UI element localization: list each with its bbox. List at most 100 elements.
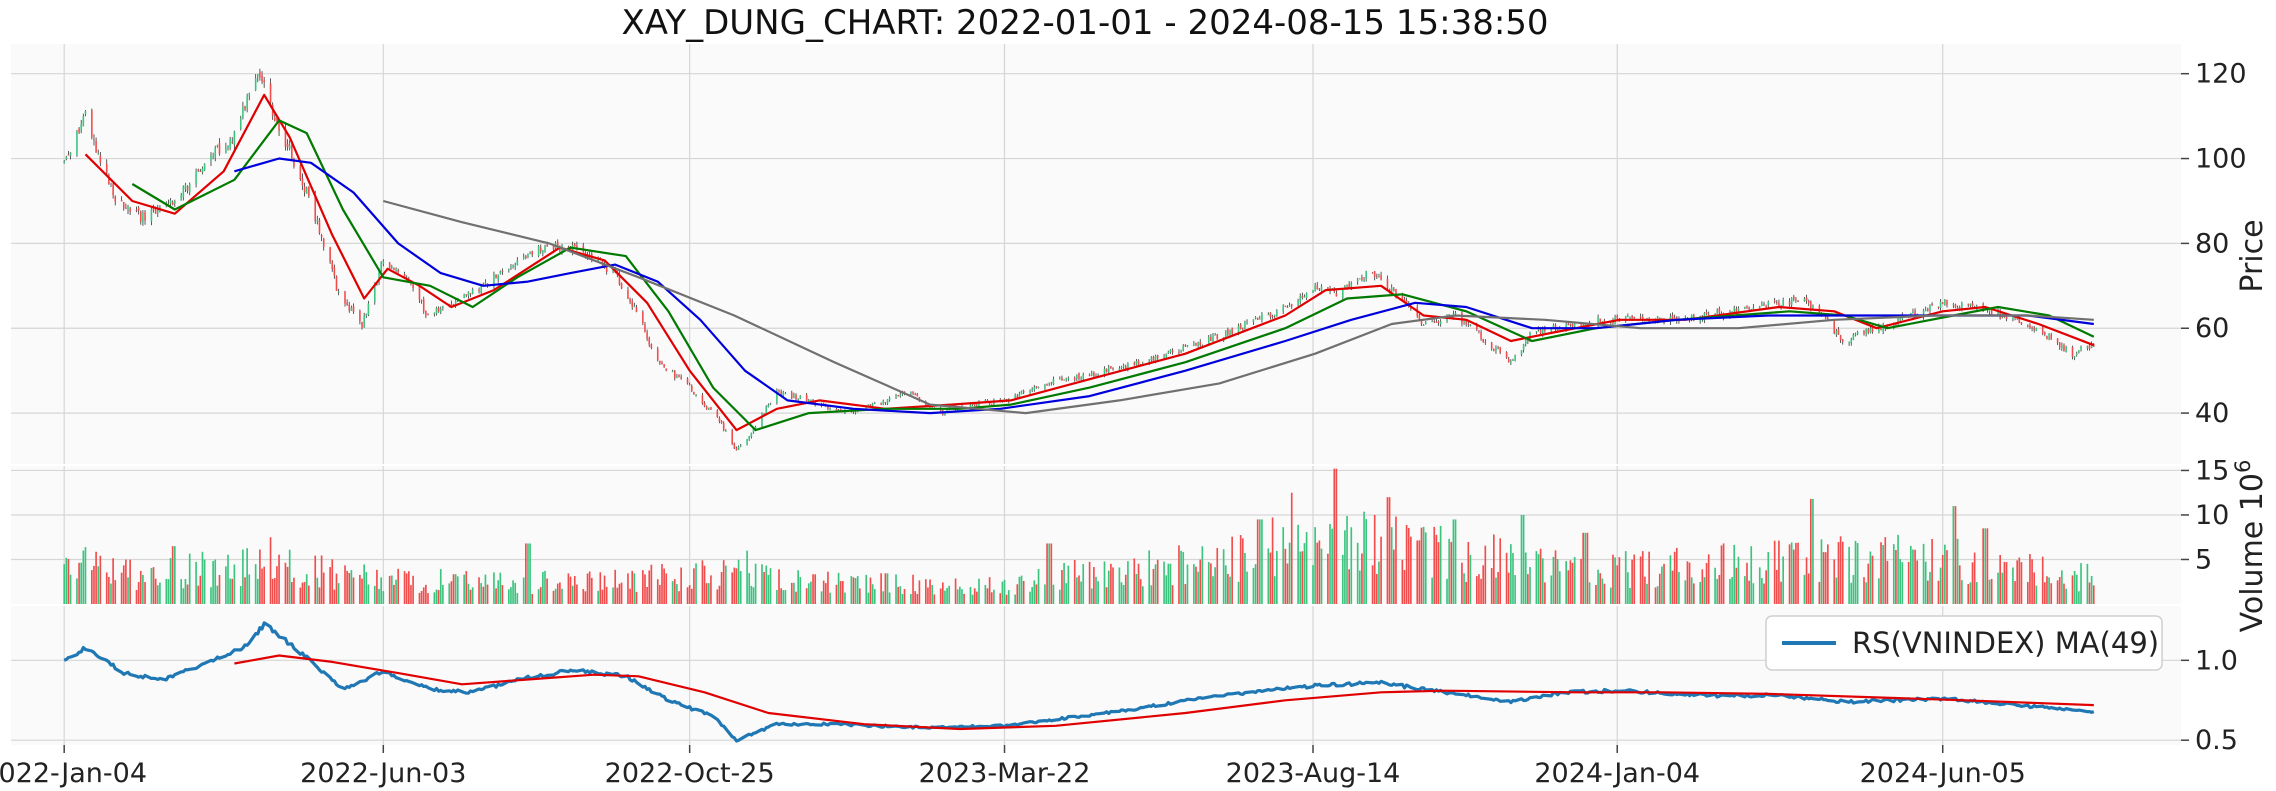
candle-body	[244, 106, 246, 110]
candle-body	[1120, 366, 1123, 369]
candle-body	[763, 413, 765, 415]
volume-bar	[201, 551, 204, 604]
volume-bar	[1033, 580, 1036, 604]
volume-bar	[142, 574, 144, 604]
volume-bar	[1624, 551, 1627, 604]
volume-bar	[1031, 587, 1034, 604]
volume-bar	[761, 564, 763, 604]
candle-body	[348, 304, 351, 311]
candle-body	[1133, 362, 1136, 365]
candle-body	[1254, 317, 1257, 319]
volume-bar	[2088, 582, 2091, 604]
candle-body	[2048, 333, 2050, 339]
volume-bar	[1493, 534, 1495, 604]
candle-body	[1807, 300, 1810, 304]
volume-bar	[1276, 550, 1278, 604]
volume-bar	[1909, 545, 1912, 604]
volume-bar	[1678, 572, 1680, 604]
volume-bar	[886, 573, 889, 604]
volume-bar	[1107, 570, 1110, 604]
volume-bar	[884, 573, 887, 604]
candle-body	[2065, 346, 2067, 353]
candle-body	[1854, 333, 1857, 336]
volume-bar	[439, 569, 442, 604]
volume-bars	[63, 468, 2095, 604]
volume-bar	[1654, 587, 1657, 604]
volume-bar	[1641, 551, 1644, 604]
volume-bar	[1344, 530, 1346, 604]
candle-body	[827, 405, 829, 409]
volume-bar	[335, 573, 338, 604]
volume-bar	[1395, 516, 1397, 604]
candle-body	[1363, 279, 1365, 282]
volume-bar	[1388, 497, 1391, 604]
volume-bar	[2063, 583, 2065, 604]
candle-body	[642, 311, 644, 324]
volume-bar	[484, 574, 487, 604]
volume-bar	[1141, 586, 1144, 604]
volume-bar	[963, 593, 965, 604]
volume-bar	[76, 578, 78, 604]
candle-body	[1499, 347, 1502, 353]
volume-bar	[599, 572, 602, 604]
volume-bar	[229, 578, 231, 604]
volume-bar	[1656, 586, 1659, 604]
candle-body	[508, 269, 510, 271]
volume-bar	[1539, 548, 1542, 604]
volume-bar	[1020, 575, 1023, 604]
volume-bar	[422, 587, 425, 604]
candle-body	[1112, 368, 1114, 370]
candle-body	[1361, 277, 1363, 280]
moving-average-line-ma_longest	[383, 199, 2094, 415]
volume-bar	[1029, 591, 1031, 604]
volume-bar	[973, 588, 976, 604]
volume-bar	[1892, 544, 1895, 604]
candle-body	[869, 404, 872, 407]
volume-bar	[112, 558, 114, 604]
candle-body	[735, 447, 738, 451]
candle-body	[871, 403, 874, 406]
volume-bar	[1899, 559, 1902, 604]
volume-bar	[1365, 519, 1368, 604]
candle-body	[686, 378, 689, 384]
volume-bar	[612, 587, 614, 604]
candle-body	[1107, 367, 1110, 372]
volume-bar	[1050, 543, 1053, 604]
price-panel-background	[11, 44, 2181, 464]
candle-body	[739, 445, 742, 447]
volume-bar	[99, 555, 102, 604]
volume-bar	[1514, 575, 1516, 604]
candle-body	[2078, 350, 2080, 353]
volume-bar	[1529, 567, 1531, 604]
volume-bar	[337, 583, 340, 604]
candle-body	[635, 307, 638, 312]
volume-bar	[576, 584, 578, 604]
volume-bar	[139, 570, 142, 604]
volume-bar	[918, 580, 921, 604]
volume-bar	[716, 589, 719, 604]
volume-bar	[478, 577, 480, 604]
volume-bar	[1986, 528, 1989, 604]
candle-body	[1224, 330, 1227, 337]
volume-bar	[969, 587, 972, 604]
volume-bar	[316, 577, 319, 604]
volume-bar	[1124, 574, 1127, 604]
volume-bar	[1195, 566, 1197, 604]
volume-bar	[1003, 579, 1006, 604]
candle-body	[1478, 330, 1480, 332]
volume-bar	[561, 588, 563, 604]
candle-body	[1946, 299, 1948, 306]
candle-body	[1163, 356, 1165, 359]
volume-bar	[1616, 565, 1619, 604]
candle-body	[1922, 310, 1925, 318]
rs-y-axis-ticks: 0.5 1.0	[2181, 645, 2238, 756]
candle-body	[671, 371, 674, 373]
volume-bar	[1139, 579, 1142, 604]
rs-legend-box	[1765, 615, 2163, 671]
candle-body	[333, 267, 336, 276]
volume-bar	[931, 585, 934, 604]
price-panel: 40 60 80 100 120 Price	[11, 44, 2270, 464]
candle-body	[1803, 298, 1806, 302]
candle-body	[2058, 342, 2061, 348]
volume-bar	[2058, 577, 2061, 604]
